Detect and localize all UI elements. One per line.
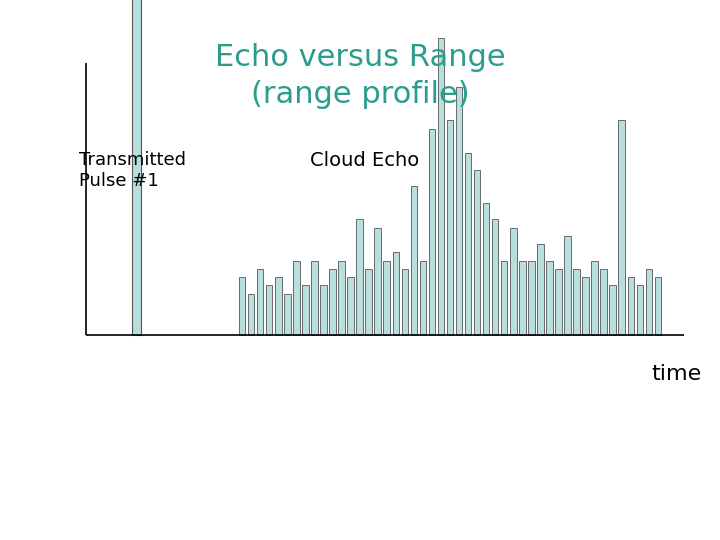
- Text: Cloud Echo: Cloud Echo: [310, 151, 419, 170]
- Bar: [402, 269, 408, 335]
- Bar: [537, 244, 544, 335]
- Bar: [501, 260, 508, 335]
- Bar: [474, 170, 480, 335]
- Bar: [600, 269, 607, 335]
- Text: Echo versus Range
(range profile): Echo versus Range (range profile): [215, 43, 505, 109]
- Bar: [438, 38, 444, 335]
- Bar: [338, 260, 345, 335]
- Bar: [302, 285, 309, 335]
- Bar: [654, 277, 661, 335]
- Bar: [284, 294, 291, 335]
- Bar: [483, 203, 490, 335]
- Bar: [646, 269, 652, 335]
- Bar: [266, 285, 272, 335]
- Text: time: time: [652, 364, 702, 384]
- Bar: [573, 269, 580, 335]
- Bar: [374, 227, 381, 335]
- Bar: [392, 252, 399, 335]
- Bar: [347, 277, 354, 335]
- Bar: [320, 285, 327, 335]
- Bar: [384, 260, 390, 335]
- Bar: [410, 186, 417, 335]
- Bar: [248, 294, 254, 335]
- Bar: [132, 0, 141, 335]
- Text: Transmitted
Pulse #1: Transmitted Pulse #1: [79, 151, 186, 190]
- Bar: [591, 260, 598, 335]
- Bar: [465, 153, 472, 335]
- Bar: [582, 277, 589, 335]
- Bar: [510, 227, 516, 335]
- Bar: [329, 269, 336, 335]
- Bar: [628, 277, 634, 335]
- Bar: [609, 285, 616, 335]
- Bar: [275, 277, 282, 335]
- Bar: [519, 260, 526, 335]
- Bar: [618, 120, 625, 335]
- Bar: [456, 87, 462, 335]
- Bar: [446, 120, 454, 335]
- Bar: [428, 129, 435, 335]
- Bar: [293, 260, 300, 335]
- Bar: [356, 219, 363, 335]
- Bar: [636, 285, 643, 335]
- Bar: [366, 269, 372, 335]
- Bar: [492, 219, 498, 335]
- Bar: [564, 236, 571, 335]
- Bar: [546, 260, 553, 335]
- Bar: [528, 260, 534, 335]
- Bar: [420, 260, 426, 335]
- Bar: [257, 269, 264, 335]
- Bar: [555, 269, 562, 335]
- Bar: [239, 277, 246, 335]
- Bar: [311, 260, 318, 335]
